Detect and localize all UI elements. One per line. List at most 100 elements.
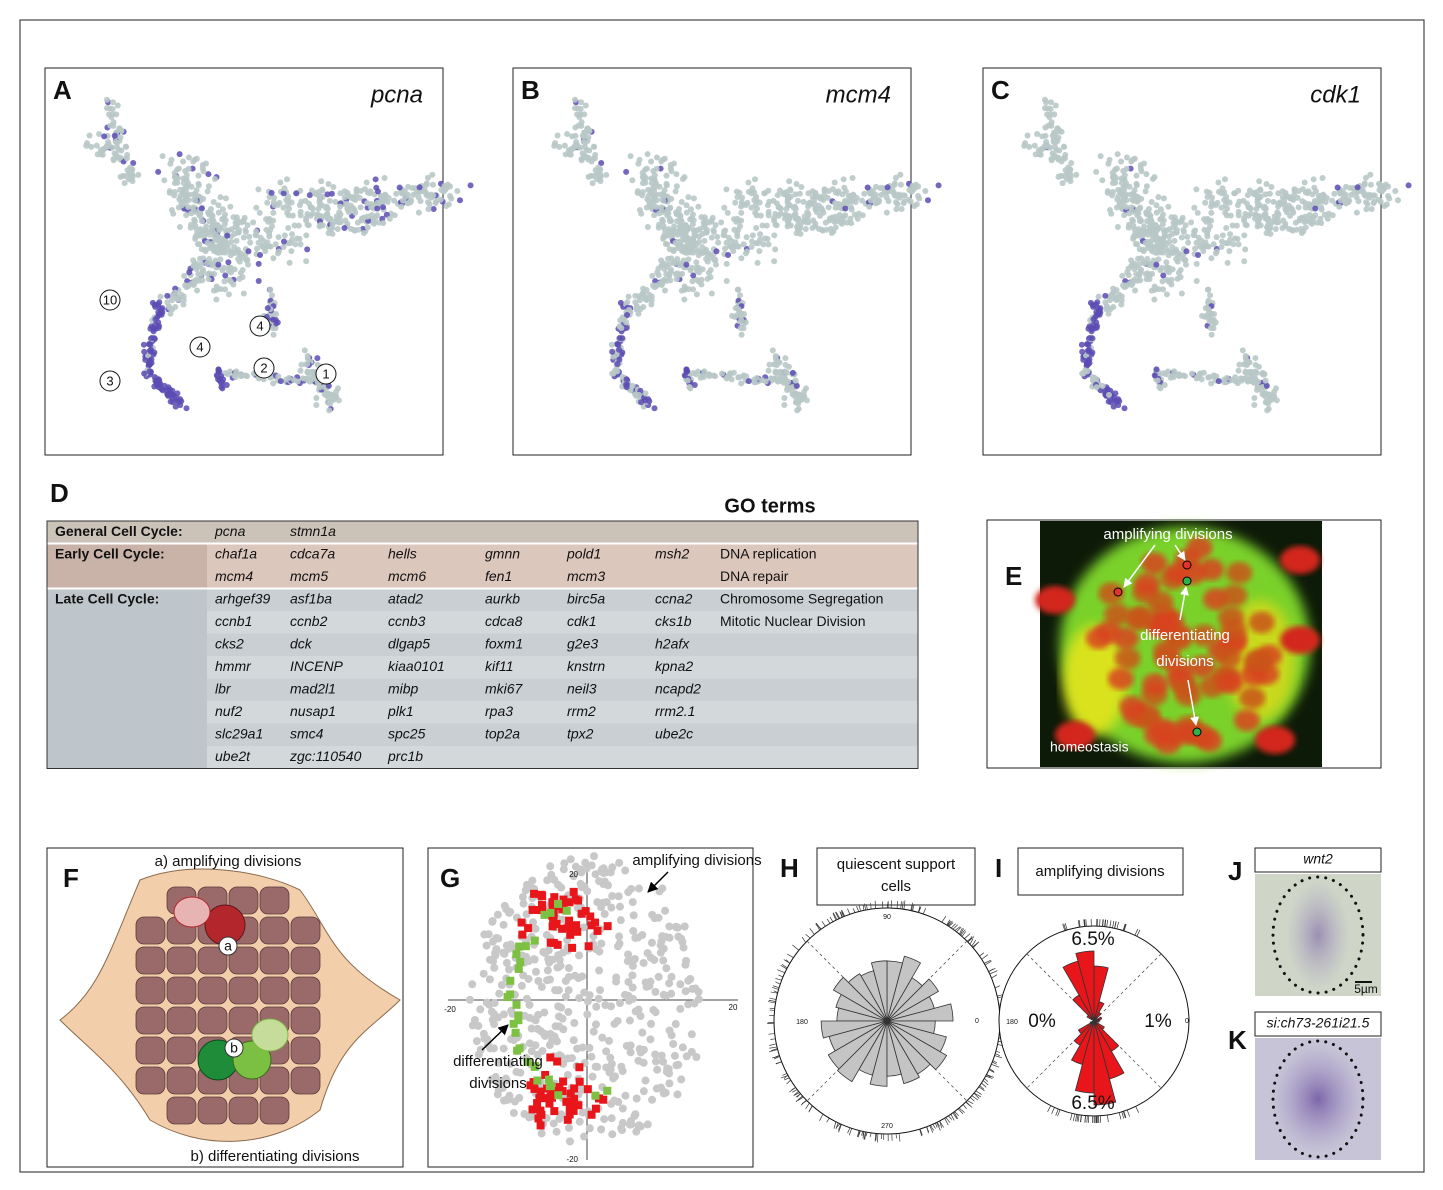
rug-tick bbox=[1070, 1113, 1073, 1121]
cell-dot bbox=[781, 374, 788, 381]
cell-dot bbox=[1215, 378, 1222, 385]
cell-dot bbox=[595, 947, 604, 956]
cell-dot bbox=[829, 186, 836, 193]
cell-dot bbox=[626, 1048, 635, 1057]
cell-dot bbox=[793, 382, 800, 389]
cell-dot bbox=[171, 192, 178, 199]
gene-name: mcm3 bbox=[567, 568, 605, 584]
cell-dot bbox=[530, 955, 539, 964]
cell-dot bbox=[140, 341, 147, 348]
cell-dot bbox=[1273, 385, 1280, 392]
cell-dot bbox=[1202, 199, 1209, 206]
cell-dot bbox=[832, 200, 839, 207]
cell-dot bbox=[271, 194, 278, 201]
amplifying-division bbox=[548, 922, 557, 931]
cell-dot bbox=[670, 1051, 679, 1060]
cell-dot bbox=[1089, 349, 1096, 356]
cell-dot bbox=[1259, 369, 1266, 376]
cell-dot bbox=[501, 1096, 510, 1105]
cell-dot bbox=[192, 222, 199, 229]
differentiating-division bbox=[554, 899, 563, 908]
cell-dot bbox=[598, 159, 605, 166]
cell-dot bbox=[1207, 223, 1214, 230]
cell-dot bbox=[1135, 255, 1142, 262]
cell-dot bbox=[1148, 198, 1155, 205]
rug-tick bbox=[936, 1122, 941, 1131]
cell-dot bbox=[574, 105, 581, 112]
cell-dot bbox=[1119, 272, 1126, 279]
cell-dot bbox=[1108, 210, 1115, 217]
axis-tick: -20 bbox=[444, 1005, 456, 1014]
cell-dot bbox=[632, 1127, 641, 1136]
cell-dot bbox=[1208, 209, 1215, 216]
gene-name: kif11 bbox=[485, 658, 514, 674]
cell-dot bbox=[171, 174, 178, 181]
cell-dot bbox=[164, 299, 171, 306]
cell-dot bbox=[480, 1034, 489, 1043]
cell-dot bbox=[1133, 271, 1140, 278]
cell-dot bbox=[93, 142, 100, 149]
scale-label: 5µm bbox=[1354, 982, 1378, 996]
cell-dot bbox=[183, 405, 190, 412]
cell-dot bbox=[1118, 293, 1125, 300]
cell-dot bbox=[194, 287, 201, 294]
cell-dot bbox=[404, 200, 411, 207]
cell-dot bbox=[1223, 375, 1230, 382]
cell-dot bbox=[518, 892, 527, 901]
cell-dot bbox=[708, 234, 715, 241]
cell-dot bbox=[1265, 400, 1272, 407]
cell-dot bbox=[1050, 138, 1057, 145]
cell-dot bbox=[543, 966, 552, 975]
cell-dot bbox=[672, 188, 679, 195]
gene-name: zgc:110540 bbox=[289, 748, 362, 764]
cell-dot bbox=[1355, 198, 1362, 205]
cell-dot bbox=[728, 237, 735, 244]
cell-dot bbox=[681, 296, 688, 303]
rug-tick bbox=[787, 953, 794, 958]
cell-dot bbox=[410, 191, 417, 198]
cell-dot bbox=[632, 299, 639, 306]
cell-nucleus bbox=[1217, 671, 1244, 694]
cell-dot bbox=[101, 133, 108, 140]
rug-tick bbox=[995, 1053, 1001, 1057]
gene-name: mibp bbox=[388, 680, 419, 696]
cell-dot bbox=[1227, 212, 1234, 219]
cell-dot bbox=[734, 243, 741, 250]
cell-dot bbox=[569, 1036, 578, 1045]
cell-dot bbox=[337, 203, 344, 210]
cell-dot bbox=[765, 208, 772, 215]
cell-dot bbox=[286, 259, 293, 266]
gene-title: cdk1 bbox=[1310, 81, 1361, 108]
cell-nucleus bbox=[1141, 552, 1168, 575]
cell-dot bbox=[88, 143, 95, 150]
cell-dot bbox=[1193, 186, 1200, 193]
cell-dot bbox=[1312, 188, 1319, 195]
cell-dot bbox=[586, 127, 593, 134]
cell-dot bbox=[113, 111, 120, 118]
cell-dot bbox=[1141, 223, 1148, 230]
cell-dot bbox=[422, 189, 429, 196]
cell-dot bbox=[456, 197, 463, 204]
cell-dot bbox=[1251, 374, 1258, 381]
cell-nucleus bbox=[1239, 687, 1266, 710]
cell-dot bbox=[129, 178, 136, 185]
cell-dot bbox=[190, 262, 197, 269]
cell-dot bbox=[1153, 366, 1160, 373]
cell-dot bbox=[1235, 241, 1242, 248]
cell-dot bbox=[430, 205, 437, 212]
rug-tick bbox=[856, 906, 860, 912]
amplifying-division bbox=[587, 1110, 596, 1119]
cell-dot bbox=[634, 884, 643, 893]
cell-dot bbox=[316, 197, 323, 204]
division-marker bbox=[1182, 576, 1192, 586]
cell-dot bbox=[1299, 186, 1306, 193]
cell-dot bbox=[906, 187, 913, 194]
cell-dot bbox=[600, 1115, 609, 1124]
hair-cell bbox=[228, 1096, 259, 1125]
cell-dot bbox=[558, 948, 567, 957]
cell-dot bbox=[1172, 229, 1179, 236]
cell-dot bbox=[885, 198, 892, 205]
cell-dot bbox=[682, 285, 689, 292]
axis-tick: -20 bbox=[566, 1155, 578, 1164]
cell-dot bbox=[342, 217, 349, 224]
